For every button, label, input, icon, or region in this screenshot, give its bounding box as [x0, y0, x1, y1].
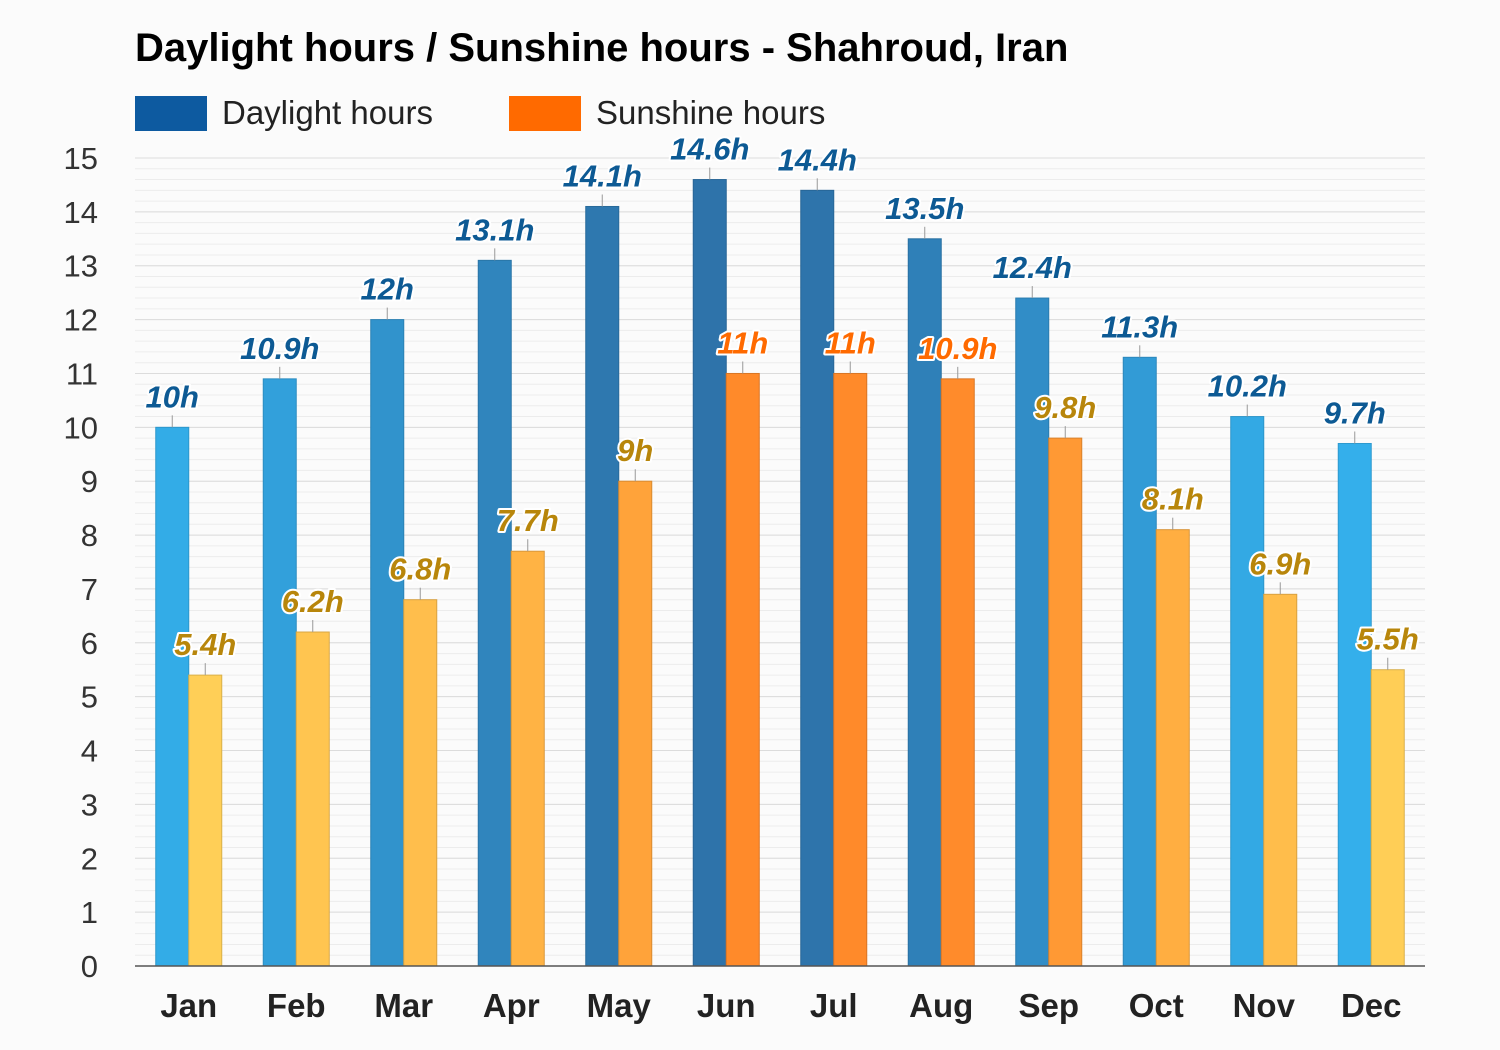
bar-daylight-jan: [155, 426, 190, 967]
y-tick-label: 0: [81, 949, 98, 984]
data-label-sunshine: 6.8h: [389, 552, 451, 587]
bar-sunshine-apr: [510, 550, 545, 967]
bar-sunshine-dec: [1370, 669, 1405, 967]
legend-swatch-daylight: [135, 95, 207, 131]
y-tick-label: 14: [64, 195, 98, 230]
bar-sunshine-jul: [833, 372, 868, 967]
bar-daylight-may: [585, 205, 620, 967]
y-tick-label: 11: [66, 356, 98, 391]
bar-daylight-oct: [1122, 356, 1157, 967]
data-label-sunshine: 11h: [825, 325, 876, 360]
x-tick-label: Jan: [160, 987, 217, 1024]
legend-label-daylight: Daylight hours: [222, 94, 433, 131]
y-tick-label: 3: [81, 787, 98, 822]
y-tick-label: 12: [64, 303, 98, 338]
bar-sunshine-feb: [295, 631, 330, 967]
y-tick-label: 9: [81, 464, 98, 499]
data-label-sunshine: 9h: [617, 433, 653, 468]
data-label-sunshine: 7.7h: [497, 503, 559, 538]
y-tick-label: 6: [81, 626, 98, 661]
data-label-daylight: 9.7h: [1324, 395, 1386, 430]
bar-daylight-feb: [262, 378, 297, 967]
bar-daylight-dec: [1337, 442, 1372, 967]
bar-daylight-nov: [1230, 416, 1265, 967]
y-tick-label: 7: [81, 572, 98, 607]
y-tick-label: 15: [64, 141, 98, 176]
bar-daylight-jun: [692, 179, 727, 967]
y-tick-label: 13: [64, 249, 98, 284]
x-tick-label: Dec: [1341, 987, 1402, 1024]
x-tick-label: Feb: [267, 987, 326, 1024]
legend-swatch-sunshine: [509, 95, 581, 131]
bar-sunshine-jan: [188, 674, 223, 967]
data-label-sunshine: 11h: [717, 325, 768, 360]
y-tick-label: 1: [81, 895, 98, 930]
x-tick-label: Jun: [697, 987, 756, 1024]
data-label-daylight: 12h: [361, 272, 414, 307]
data-label-daylight: 14.6h: [670, 132, 749, 167]
legend-item-daylight[interactable]: Daylight hours: [135, 94, 433, 131]
x-tick-label: Aug: [909, 987, 973, 1024]
bar-daylight-jul: [800, 189, 835, 967]
data-label-sunshine: 10.9h: [918, 331, 997, 366]
bar-sunshine-nov: [1263, 593, 1298, 967]
bar-sunshine-mar: [403, 599, 438, 967]
data-label-daylight: 13.5h: [885, 191, 964, 226]
data-label-daylight: 10.2h: [1208, 369, 1287, 404]
y-tick-label: 8: [81, 518, 98, 553]
legend-item-sunshine[interactable]: Sunshine hours: [509, 94, 826, 131]
data-label-sunshine: 5.4h: [174, 627, 236, 662]
legend-label-sunshine: Sunshine hours: [596, 94, 826, 131]
chart-title: Daylight hours / Sunshine hours - Shahro…: [135, 26, 1069, 70]
bar-daylight-apr: [477, 259, 512, 967]
data-label-daylight: 12.4h: [993, 250, 1072, 285]
bar-daylight-mar: [370, 319, 405, 967]
bar-sunshine-jun: [725, 372, 760, 967]
bar-sunshine-may: [618, 480, 653, 967]
data-label-daylight: 14.1h: [563, 158, 642, 193]
bar-daylight-aug: [907, 238, 942, 967]
bar-sunshine-aug: [940, 378, 975, 967]
x-tick-label: Apr: [483, 987, 540, 1024]
x-tick-label: Mar: [374, 987, 433, 1024]
data-label-daylight: 13.1h: [455, 212, 534, 247]
data-label-sunshine: 5.5h: [1357, 622, 1419, 657]
data-label-sunshine: 8.1h: [1142, 482, 1204, 517]
bar-sunshine-oct: [1155, 529, 1190, 967]
y-tick-label: 5: [81, 680, 98, 715]
x-tick-label: Nov: [1233, 987, 1296, 1024]
y-tick-label: 2: [81, 841, 98, 876]
data-label-daylight: 10h: [146, 379, 199, 414]
y-tick-label: 10: [64, 410, 98, 445]
bar-sunshine-sep: [1048, 437, 1083, 967]
data-label-sunshine: 9.8h: [1034, 390, 1096, 425]
x-tick-label: Oct: [1129, 987, 1184, 1024]
data-label-daylight: 10.9h: [240, 331, 319, 366]
data-label-sunshine: 6.9h: [1249, 546, 1311, 581]
y-tick-label: 4: [81, 734, 98, 769]
data-label-sunshine: 6.2h: [282, 584, 344, 619]
x-tick-label: May: [587, 987, 652, 1024]
data-label-daylight: 14.4h: [778, 142, 857, 177]
data-label-daylight: 11.3h: [1101, 309, 1178, 344]
x-tick-label: Jul: [810, 987, 858, 1024]
x-tick-label: Sep: [1018, 987, 1079, 1024]
